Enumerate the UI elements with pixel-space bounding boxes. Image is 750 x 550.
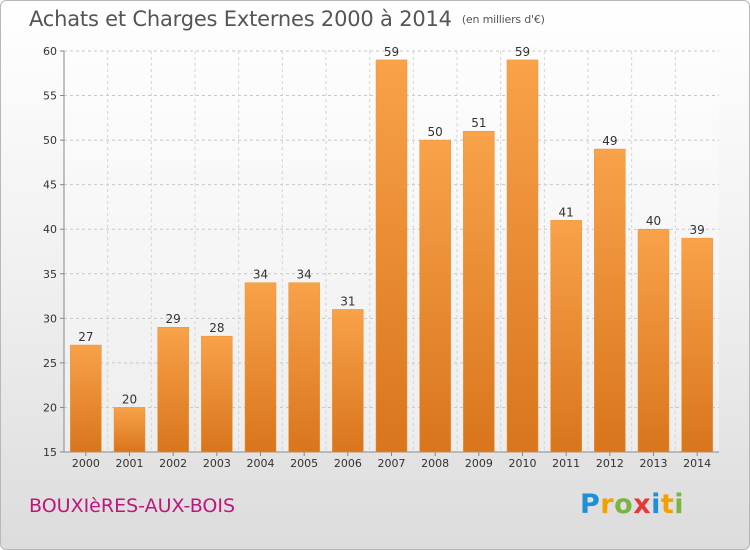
x-tick-label: 2009 [465,457,493,470]
x-tick-label: 2010 [509,457,537,470]
logo-letter: i [674,489,685,520]
x-tick-label: 2002 [159,457,187,470]
logo-letter: t [660,489,675,520]
value-label: 34 [297,268,312,282]
value-label: 49 [602,134,617,148]
bar-2003 [201,335,233,453]
x-tick-label: 2005 [290,457,318,470]
bar-2013 [637,228,670,453]
x-tick-label: 2001 [116,457,144,470]
y-tick-label: 55 [43,90,57,103]
logo-letter: x [633,489,652,520]
bar-2005 [288,282,320,453]
value-label: 27 [78,330,93,344]
bar-2001 [113,407,146,453]
value-label: 20 [122,392,137,406]
logo-letter: P [580,489,601,520]
chart-title-text: Achats et Charges Externes 2000 à 2014 [29,7,452,31]
value-label: 51 [471,116,486,130]
bar-2011 [550,220,582,453]
commune-name: BOUXIèRES-AUX-BOIS [29,495,236,517]
value-label: 28 [209,321,224,335]
value-label: 40 [646,214,661,228]
x-tick-label: 2008 [421,457,449,470]
y-tick-label: 45 [43,179,57,192]
bar-2012 [594,148,626,453]
logo-letter: r [600,489,615,520]
value-label: 41 [559,205,574,219]
x-tick-label: 2011 [552,457,580,470]
logo-letter: i [651,489,661,520]
x-tick-label: 2007 [378,457,406,470]
value-label: 59 [384,45,399,59]
x-tick-label: 2012 [596,457,624,470]
y-tick-label: 50 [43,134,57,147]
x-tick-label: 2003 [203,457,231,470]
bar-2008 [419,139,451,453]
bar-2014 [681,237,713,453]
y-tick-label: 15 [43,446,57,459]
value-label: 29 [166,312,181,326]
chart-title: Achats et Charges Externes 2000 à 2014 (e… [29,7,545,31]
bar-2006 [332,309,364,453]
bar-2009 [463,130,495,453]
x-tick-label: 2000 [72,457,100,470]
x-tick-label: 2006 [334,457,362,470]
proxiti-logo: Proxiti [580,489,684,520]
chart-unit: (en milliers d'€) [461,13,545,26]
value-label: 34 [253,268,268,282]
bar-2007 [375,59,408,453]
x-tick-label: 2014 [683,457,711,470]
bar-2000 [70,344,102,453]
y-tick-label: 30 [43,312,57,325]
y-tick-label: 20 [43,401,57,414]
y-tick-label: 40 [43,223,57,236]
value-label: 59 [515,45,530,59]
bar-2002 [157,326,189,453]
x-tick-label: 2013 [640,457,668,470]
logo-letter: o [614,489,634,520]
value-label: 39 [690,223,705,237]
value-label: 50 [428,125,443,139]
value-label: 31 [340,294,355,308]
y-tick-label: 25 [43,357,57,370]
x-tick-label: 2004 [247,457,275,470]
y-tick-label: 60 [43,45,57,58]
y-tick-label: 35 [43,268,57,281]
bar-2010 [506,59,539,453]
bar-2004 [244,282,277,453]
